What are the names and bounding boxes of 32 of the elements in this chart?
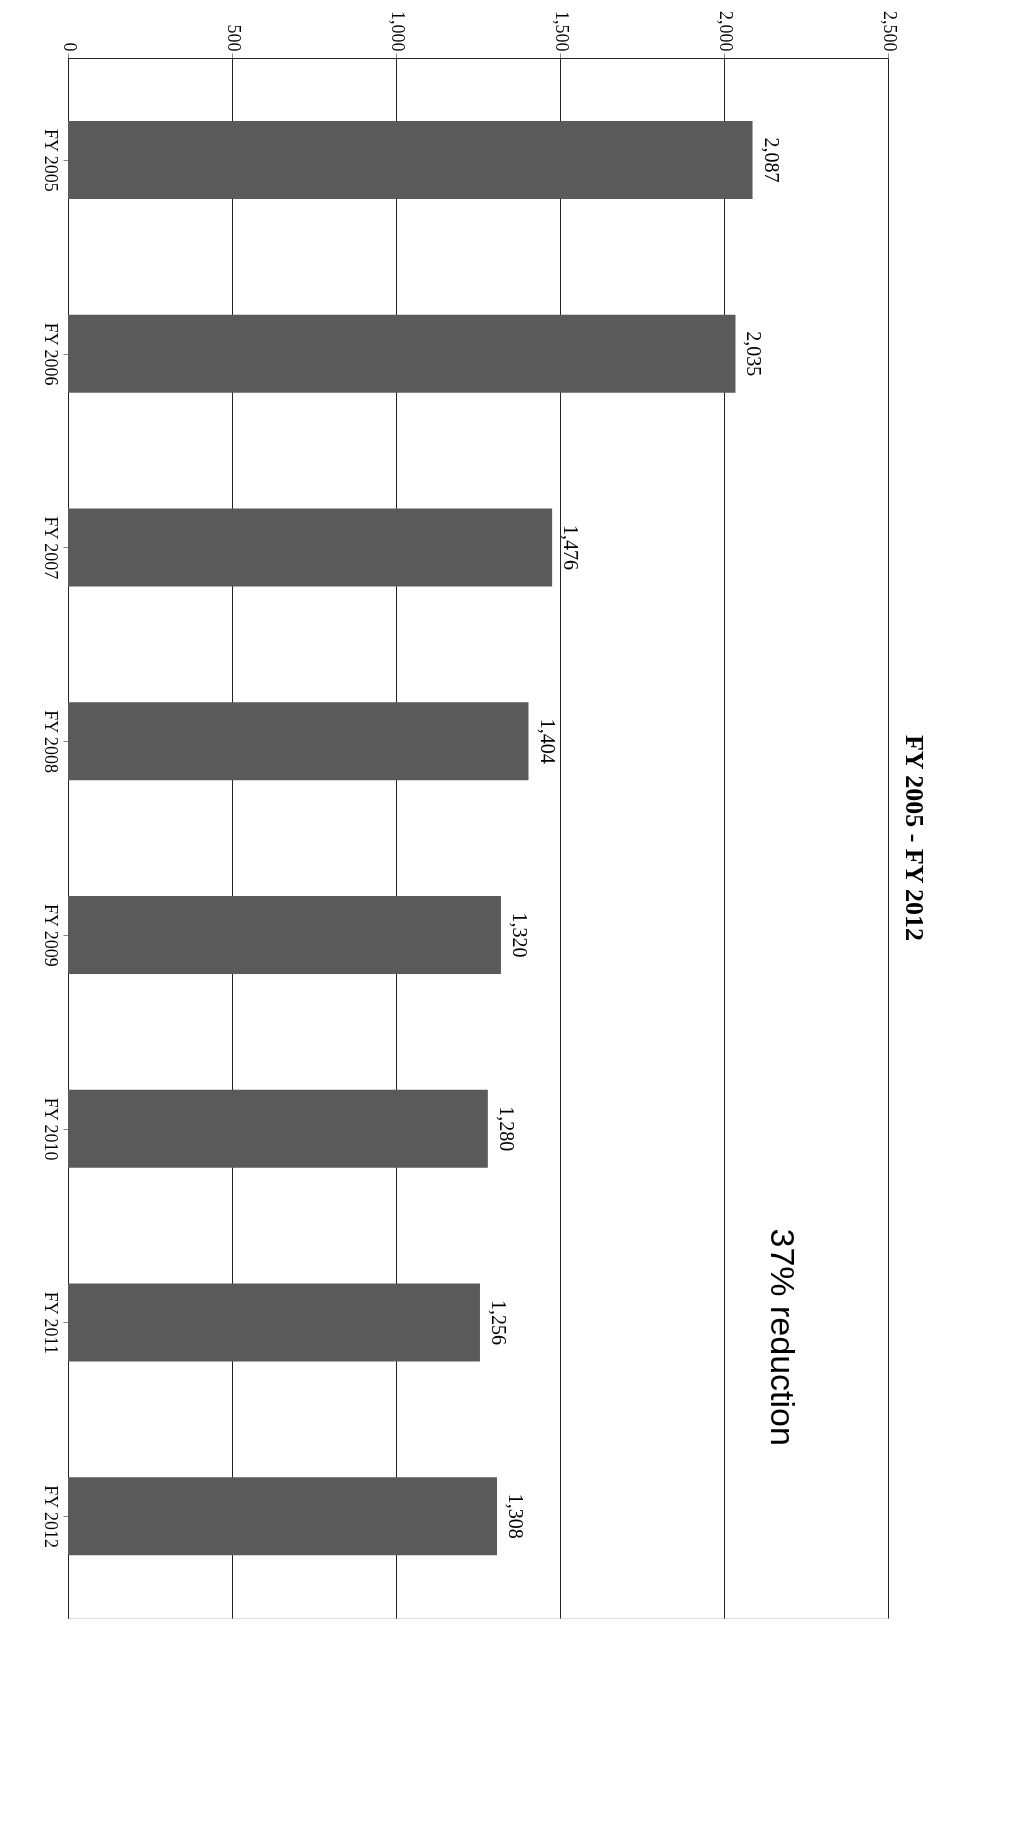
bar [68, 508, 553, 587]
x-tick-label: 500 [223, 24, 244, 52]
data-label: 2,035 [743, 331, 766, 377]
text: FY 2005 - FY 2012 [900, 734, 929, 942]
x-tick-label: 1,500 [551, 11, 572, 52]
bar [68, 702, 529, 781]
data-label: 1,256 [487, 1299, 510, 1345]
x-tick-label: 0 [59, 42, 80, 52]
data-label: 1,308 [505, 1493, 528, 1539]
bar [68, 895, 501, 974]
bar [68, 314, 736, 393]
bar [68, 1283, 480, 1362]
bar [68, 1089, 488, 1168]
data-label: 1,476 [560, 524, 583, 570]
x-tick-label: 1,000 [387, 11, 408, 52]
annotation: 37% reduction [764, 1228, 803, 1446]
x-tick-label: 2,500 [879, 11, 900, 52]
data-label: 1,404 [536, 718, 559, 764]
y-tick-label: FY 2005 [40, 128, 61, 192]
y-tick-label: FY 2009 [40, 903, 61, 967]
y-tick-label: FY 2011 [40, 1291, 61, 1354]
data-label: 1,320 [508, 912, 531, 958]
y-tick-label: FY 2007 [40, 516, 61, 580]
y-tick-label: FY 2012 [40, 1485, 61, 1549]
y-tick-label: FY 2006 [40, 322, 61, 386]
bar [68, 1477, 498, 1556]
y-tick-label: FY 2010 [40, 1097, 61, 1161]
x-tick-label: 2,000 [715, 11, 736, 52]
data-label: 2,087 [760, 137, 783, 183]
data-label: 1,280 [495, 1106, 518, 1152]
bar [68, 120, 753, 199]
y-tick-label: FY 2008 [40, 710, 61, 774]
